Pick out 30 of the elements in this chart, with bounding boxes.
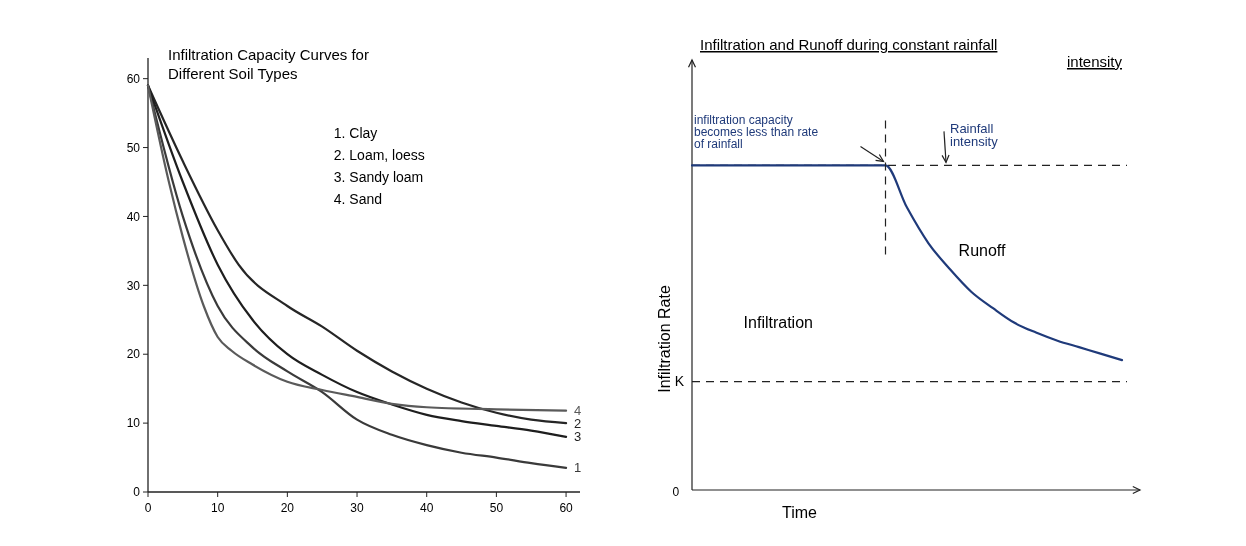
- ref-line-label: K: [674, 373, 685, 390]
- y-axis-title: Infiltration Rate: [656, 285, 673, 393]
- x-tick-label: 40: [420, 501, 434, 515]
- text: infiltration capacity becomes less than rate of rainfall: [694, 113, 819, 152]
- chart-title: Infiltration and Runoff during constant rainfall intensity: [700, 36, 1122, 70]
- y-tick-label: 50: [126, 140, 141, 155]
- x-tick-label: 10: [211, 501, 225, 515]
- x-tick-label: 0: [144, 501, 152, 515]
- x-tick-label: 20: [280, 501, 295, 515]
- y-tick-label: 10: [126, 416, 141, 431]
- annotation: 1. Clay: [333, 125, 378, 141]
- ref-line-label: Rainfall intensity: [950, 121, 999, 150]
- y-tick-label: 20: [126, 347, 141, 362]
- x-axis-title: Time: [782, 504, 818, 521]
- y-tick-label: 30: [126, 278, 141, 293]
- y-tick-label: 60: [126, 71, 141, 86]
- annotation: 2. Loam, loess: [333, 147, 425, 163]
- annotation: 4. Sand: [333, 191, 383, 207]
- series-label: 1: [574, 460, 582, 476]
- x-tick-label: 50: [489, 501, 504, 515]
- annotation: Infiltration: [743, 313, 813, 331]
- y-tick-label: 40: [126, 209, 141, 224]
- series-label: 3: [574, 429, 582, 445]
- y-tick-label: 0: [133, 485, 141, 500]
- chart-title: Infiltration Capacity Curves for Different Soil Types: [168, 46, 369, 82]
- annotation: 3. Sandy loam: [333, 169, 424, 185]
- text: 0: [672, 485, 680, 499]
- annotation: Runoff: [958, 242, 1007, 260]
- x-tick-label: 30: [350, 501, 365, 515]
- x-tick-label: 60: [559, 501, 574, 515]
